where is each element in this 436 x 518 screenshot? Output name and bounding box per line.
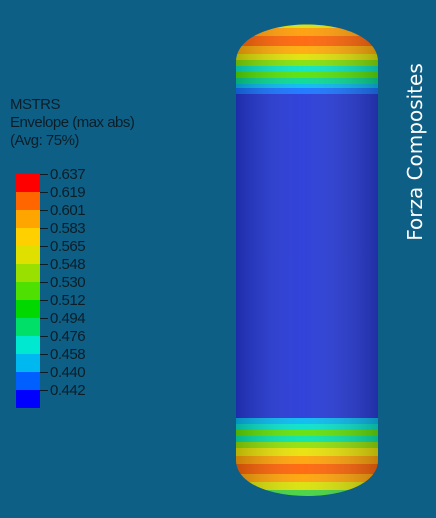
legend-tick-label: 0.530: [50, 274, 86, 291]
legend-swatch: [16, 264, 40, 282]
legend-tick-label: 0.458: [50, 346, 86, 363]
legend-tick: [40, 174, 48, 175]
legend-tick: [40, 300, 48, 301]
legend-tick-label: 0.565: [50, 238, 86, 255]
legend-tick-label: 0.440: [50, 364, 86, 381]
legend-tick: [40, 354, 48, 355]
legend-tick: [40, 228, 48, 229]
top-dome-band: [230, 0, 390, 20]
legend-swatch: [16, 228, 40, 246]
legend-tick: [40, 372, 48, 373]
legend-tick: [40, 336, 48, 337]
brand-label: Forza Composites: [398, 32, 432, 272]
legend-swatch: [16, 318, 40, 336]
legend-tick: [40, 246, 48, 247]
legend-tick: [40, 192, 48, 193]
legend-swatch: [16, 300, 40, 318]
stress-legend: MSTRS Envelope (max abs) (Avg: 75%) 0.63…: [10, 96, 180, 408]
legend-color-scale: 0.637 0.619 0.601 0.583 0.565 0.548 0.530 0.512…: [16, 167, 136, 408]
legend-tick-label: 0.619: [50, 184, 86, 201]
legend-swatch: [16, 192, 40, 210]
legend-swatch: [16, 282, 40, 300]
legend-swatch: [16, 354, 40, 372]
legend-tick: [40, 318, 48, 319]
legend-tick-label: 0.494: [50, 310, 86, 327]
legend-title-envelope: Envelope (max abs): [10, 114, 135, 131]
brand-text: Forza Composites: [403, 63, 427, 241]
legend-tick-label: 0.512: [50, 292, 86, 309]
legend-swatch: [16, 246, 40, 264]
legend-tick-label: 0.476: [50, 328, 86, 345]
legend-tick-label: 0.548: [50, 256, 86, 273]
legend-swatch: [16, 390, 40, 408]
vessel-shading: [236, 24, 378, 496]
legend-tick: [40, 390, 48, 391]
legend-swatch: [16, 210, 40, 228]
legend-tick: [40, 210, 48, 211]
legend-tick-label: 0.583: [50, 220, 86, 237]
legend-title-averaging: (Avg: 75%): [10, 132, 79, 149]
legend-tick-label: 0.601: [50, 202, 86, 219]
legend-title-variable: MSTRS: [10, 96, 61, 113]
legend-tick: [40, 264, 48, 265]
legend-swatch: [16, 336, 40, 354]
legend-swatch: [16, 372, 40, 390]
legend-tick-label: 0.637: [50, 166, 86, 183]
legend-swatch: [16, 174, 40, 192]
legend-tick: [40, 282, 48, 283]
legend-tick-label: 0.442: [50, 382, 86, 399]
